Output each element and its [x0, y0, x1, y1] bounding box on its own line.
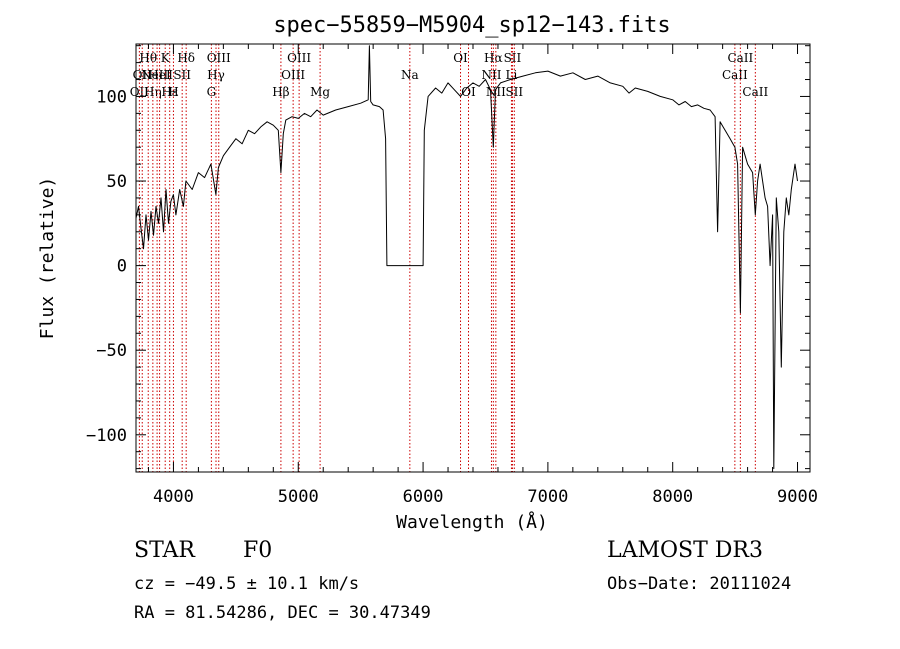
line-marker-label-27: CaII	[722, 68, 748, 82]
spectrum-line-0	[135, 45, 798, 470]
y-axis: −100 −50 0 50 100	[86, 45, 810, 470]
line-marker-label-19: OI	[453, 51, 468, 65]
x-tick-label-3: 7000	[527, 487, 568, 507]
line-marker-label-24: Li	[506, 68, 518, 82]
line-marker-label-4: NeIII	[141, 68, 173, 82]
x-tick-label-4: 8000	[652, 487, 693, 507]
line-marker-label-7: Hε	[161, 85, 178, 99]
y-tick-label-4: 100	[96, 87, 127, 107]
line-marker-label-25: SII	[504, 51, 522, 65]
object-class: STAR	[134, 538, 195, 563]
line-marker-label-21: NII	[481, 68, 501, 82]
line-marker-label-5: HeI	[148, 68, 171, 82]
survey-name: LAMOST DR3	[607, 538, 763, 563]
plot-frame	[135, 43, 811, 473]
line-marker-label-10: Hδ	[177, 51, 195, 65]
x-tick-label-5: 9000	[777, 487, 818, 507]
line-marker-label-14: Hβ	[272, 85, 289, 99]
x-axis: 4000 5000 6000 7000 8000 9000	[147, 44, 818, 507]
line-marker-label-6: K	[161, 51, 171, 65]
line-marker-label-22: Hα	[484, 51, 503, 65]
line-marker-label-15: OIII	[281, 68, 305, 82]
line-marker-label-29: CaII	[742, 85, 768, 99]
x-tick-label-1: 5000	[278, 487, 319, 507]
line-marker-label-2: Hθ	[139, 51, 157, 65]
line-marker-label-11: G	[207, 85, 217, 99]
line-marker-label-12: Hγ	[207, 68, 225, 82]
line-marker-label-28: CaII	[727, 51, 753, 65]
line-marker-label-20: OI	[461, 85, 476, 99]
line-marker-label-8: H	[168, 85, 178, 99]
chart-title: spec−55859−M5904_sp12−143.fits	[273, 13, 670, 38]
line-marker-label-16: OIII	[287, 51, 311, 65]
y-axis-label: Flux (relative)	[37, 177, 58, 340]
spectrum-series	[135, 45, 798, 470]
x-axis-label: Wavelength (Å)	[396, 511, 548, 533]
y-tick-label-3: 50	[107, 172, 127, 192]
line-marker-label-0: OII	[130, 85, 150, 99]
x-tick-label-2: 6000	[403, 487, 444, 507]
y-tick-label-1: −50	[96, 341, 127, 361]
line-marker-label-1: OII	[133, 68, 153, 82]
line-marker-label-13: OIII	[207, 51, 231, 65]
line-marker-label-26: SII	[505, 85, 523, 99]
x-tick-label-0: 4000	[153, 487, 194, 507]
line-marker-label-18: Na	[401, 68, 419, 82]
line-marker-label-17: Mg	[310, 85, 330, 99]
y-tick-label-2: 0	[117, 257, 127, 277]
redshift-velocity: cz = −49.5 ± 10.1 km/s	[134, 574, 360, 594]
line-marker-label-9: SII	[173, 68, 191, 82]
observation-date: Obs−Date: 20111024	[607, 574, 792, 594]
sky-coordinates: RA = 81.54286, DEC = 30.47349	[134, 603, 431, 623]
y-tick-label-0: −100	[86, 426, 127, 446]
line-marker-label-3: Hη	[144, 85, 162, 99]
object-subclass: F0	[243, 538, 273, 563]
